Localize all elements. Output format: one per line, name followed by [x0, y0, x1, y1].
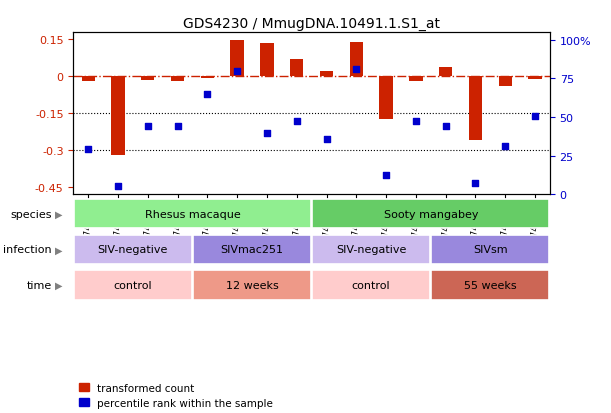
Text: infection: infection: [3, 245, 52, 255]
Bar: [499, 77, 512, 87]
FancyBboxPatch shape: [431, 271, 549, 300]
Text: 55 weeks: 55 weeks: [464, 280, 517, 290]
Point: [470, 180, 480, 187]
FancyBboxPatch shape: [312, 199, 549, 229]
Point: [292, 119, 302, 125]
Point: [83, 146, 93, 153]
Point: [143, 123, 153, 130]
Text: control: control: [352, 280, 390, 290]
FancyBboxPatch shape: [74, 199, 311, 229]
Text: 12 weeks: 12 weeks: [225, 280, 279, 290]
FancyBboxPatch shape: [193, 271, 311, 300]
Text: species: species: [10, 209, 52, 219]
Text: ▶: ▶: [55, 245, 62, 255]
Bar: [529, 77, 542, 80]
Text: ▶: ▶: [55, 209, 62, 219]
FancyBboxPatch shape: [312, 235, 430, 264]
FancyBboxPatch shape: [193, 235, 311, 264]
Point: [113, 183, 123, 190]
Bar: [439, 67, 452, 77]
Bar: [171, 77, 185, 82]
Legend: transformed count, percentile rank within the sample: transformed count, percentile rank withi…: [79, 383, 273, 408]
Point: [500, 143, 510, 150]
Bar: [230, 41, 244, 77]
Bar: [141, 77, 155, 81]
Bar: [349, 43, 363, 77]
Point: [262, 130, 272, 137]
Bar: [260, 44, 274, 77]
Bar: [320, 72, 333, 77]
FancyBboxPatch shape: [431, 235, 549, 264]
FancyBboxPatch shape: [74, 271, 192, 300]
FancyBboxPatch shape: [312, 271, 430, 300]
Bar: [111, 77, 125, 156]
FancyBboxPatch shape: [74, 235, 192, 264]
Bar: [200, 77, 214, 78]
Bar: [409, 77, 423, 82]
Point: [441, 123, 450, 130]
Point: [381, 172, 391, 179]
Text: Sooty mangabey: Sooty mangabey: [384, 209, 478, 219]
Text: time: time: [27, 280, 52, 290]
Text: ▶: ▶: [55, 280, 62, 290]
Text: Rhesus macaque: Rhesus macaque: [145, 209, 240, 219]
Bar: [290, 60, 304, 77]
Bar: [469, 77, 482, 141]
Point: [411, 119, 421, 125]
Point: [351, 67, 361, 74]
Point: [173, 123, 183, 130]
Point: [530, 114, 540, 121]
Text: SIV-negative: SIV-negative: [98, 245, 168, 255]
Point: [321, 136, 331, 143]
Point: [202, 91, 212, 98]
Bar: [379, 77, 393, 120]
Title: GDS4230 / MmugDNA.10491.1.S1_at: GDS4230 / MmugDNA.10491.1.S1_at: [183, 17, 440, 31]
Text: SIVsm: SIVsm: [473, 245, 508, 255]
Text: SIVmac251: SIVmac251: [221, 245, 284, 255]
Text: SIV-negative: SIV-negative: [336, 245, 406, 255]
Text: control: control: [114, 280, 152, 290]
Bar: [81, 77, 95, 82]
Point: [232, 69, 242, 75]
